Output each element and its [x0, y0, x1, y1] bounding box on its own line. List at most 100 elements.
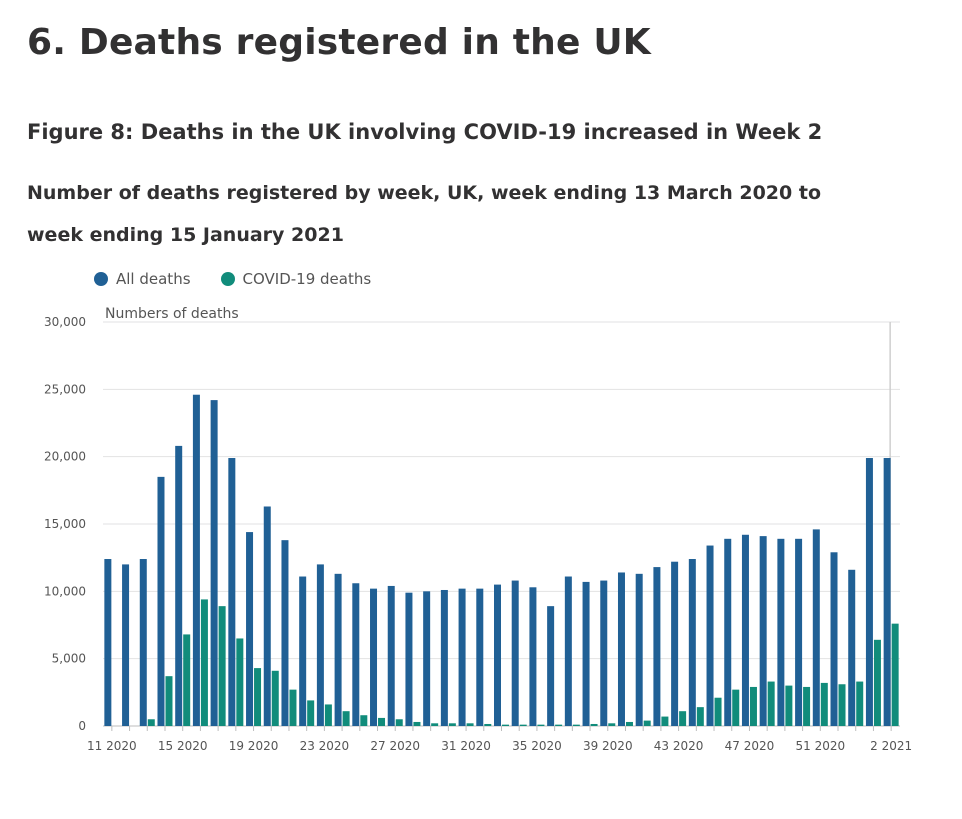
bar-all-deaths-40-2020[interactable]	[617, 572, 625, 726]
bar-covid-deaths-21-2020[interactable]	[289, 689, 297, 726]
bar-covid-deaths-30-2020[interactable]	[448, 723, 456, 726]
bar-covid-deaths-19-2020[interactable]	[254, 668, 262, 726]
bar-covid-deaths-53-2020[interactable]	[856, 681, 864, 726]
bar-all-deaths-22-2020[interactable]	[299, 576, 307, 726]
bar-covid-deaths-51-2020[interactable]	[820, 682, 828, 726]
bar-covid-deaths-13-2020[interactable]	[147, 719, 155, 726]
bar-all-deaths-19-2020[interactable]	[246, 532, 254, 726]
x-tick-label: 35 2020	[512, 739, 562, 753]
bar-covid-deaths-47-2020[interactable]	[749, 686, 757, 726]
x-axis-ticks: 11 2020 15 2020 19 2020 23 2020 27 2020 31 20…	[87, 726, 912, 753]
bar-all-deaths-21-2020[interactable]	[281, 540, 289, 726]
bar-all-deaths-50-2020[interactable]	[795, 538, 803, 726]
bar-all-deaths-18-2020[interactable]	[228, 458, 236, 726]
x-tick-label: 47 2020	[725, 739, 775, 753]
bar-covid-deaths-29-2020[interactable]	[431, 723, 439, 726]
bar-all-deaths-25-2020[interactable]	[352, 583, 360, 726]
bar-covid-deaths-24-2020[interactable]	[342, 711, 350, 726]
bar-covid-deaths-25-2020[interactable]	[360, 715, 368, 726]
bar-all-deaths-35-2020[interactable]	[529, 587, 537, 726]
bar-covid-deaths-18-2020[interactable]	[236, 638, 244, 726]
bar-covid-deaths-20-2020[interactable]	[271, 670, 279, 726]
bar-covid-deaths-43-2020[interactable]	[679, 711, 687, 726]
bar-all-deaths-28-2020[interactable]	[405, 592, 413, 726]
x-tick-label: 11 2020	[87, 739, 137, 753]
bar-covid-deaths-52-2020[interactable]	[838, 684, 846, 726]
bar-all-deaths-38-2020[interactable]	[582, 581, 590, 726]
bar-all-deaths-49-2020[interactable]	[777, 538, 785, 726]
bar-all-deaths-12-2020[interactable]	[122, 564, 130, 726]
bar-all-deaths-14-2020[interactable]	[157, 476, 165, 726]
bar-covid-deaths-17-2020[interactable]	[218, 606, 226, 726]
bar-covid-deaths-14-2020[interactable]	[165, 676, 173, 726]
bar-all-deaths-53-2020[interactable]	[848, 569, 856, 726]
bar-covid-deaths-49-2020[interactable]	[785, 685, 793, 726]
bar-covid-deaths-31-2020[interactable]	[466, 723, 474, 726]
bar-all-deaths-27-2020[interactable]	[387, 585, 395, 726]
bar-all-deaths-48-2020[interactable]	[759, 536, 767, 726]
bar-covid-deaths-32-2020[interactable]	[484, 723, 492, 726]
bar-covid-deaths-39-2020[interactable]	[608, 723, 616, 726]
bar-all-deaths-1-2021[interactable]	[865, 458, 873, 726]
legend-item-all-deaths[interactable]: All deaths	[94, 270, 191, 288]
bar-all-deaths-24-2020[interactable]	[334, 573, 342, 726]
bar-all-deaths-17-2020[interactable]	[210, 400, 218, 726]
bar-all-deaths-43-2020[interactable]	[671, 561, 679, 726]
bar-all-deaths-45-2020[interactable]	[706, 545, 714, 726]
bar-all-deaths-30-2020[interactable]	[440, 589, 448, 726]
bar-all-deaths-26-2020[interactable]	[370, 588, 378, 726]
bar-all-deaths-47-2020[interactable]	[741, 534, 749, 726]
bar-all-deaths-2-2021[interactable]	[883, 458, 891, 726]
bar-covid-deaths-27-2020[interactable]	[395, 719, 403, 726]
chart-legend: All deaths COVID-19 deaths	[94, 270, 371, 288]
bar-covid-deaths-37-2020[interactable]	[572, 724, 580, 726]
bar-covid-deaths-38-2020[interactable]	[590, 723, 598, 726]
bar-all-deaths-37-2020[interactable]	[564, 576, 572, 726]
bar-covid-deaths-48-2020[interactable]	[767, 681, 775, 726]
bar-all-deaths-52-2020[interactable]	[830, 552, 838, 726]
bar-covid-deaths-16-2020[interactable]	[200, 599, 208, 726]
bar-all-deaths-42-2020[interactable]	[653, 567, 661, 726]
bar-all-deaths-15-2020[interactable]	[175, 445, 183, 726]
bar-covid-deaths-41-2020[interactable]	[643, 720, 651, 726]
bar-covid-deaths-42-2020[interactable]	[661, 716, 669, 726]
bar-covid-deaths-22-2020[interactable]	[307, 700, 315, 726]
bar-covid-deaths-23-2020[interactable]	[324, 704, 332, 726]
bar-all-deaths-32-2020[interactable]	[476, 588, 484, 726]
bar-all-deaths-29-2020[interactable]	[423, 591, 431, 726]
y-tick-label: 20,000	[44, 450, 86, 464]
bar-all-deaths-31-2020[interactable]	[458, 588, 466, 726]
bar-covid-deaths-28-2020[interactable]	[413, 721, 421, 726]
bar-covid-deaths-15-2020[interactable]	[183, 634, 191, 726]
legend-item-covid-deaths[interactable]: COVID-19 deaths	[220, 270, 371, 288]
bar-all-deaths-44-2020[interactable]	[688, 559, 696, 726]
bar-covid-deaths-1-2021[interactable]	[873, 639, 881, 726]
bar-covid-deaths-40-2020[interactable]	[625, 721, 633, 726]
bar-covid-deaths-34-2020[interactable]	[519, 724, 527, 726]
x-tick-label: 2 2021	[870, 739, 912, 753]
bar-all-deaths-20-2020[interactable]	[263, 506, 271, 726]
bar-covid-deaths-50-2020[interactable]	[803, 686, 811, 726]
x-tick-label: 31 2020	[441, 739, 491, 753]
y-tick-label: 15,000	[44, 517, 86, 531]
bar-covid-deaths-36-2020[interactable]	[555, 724, 563, 726]
bar-all-deaths-39-2020[interactable]	[600, 580, 608, 726]
bar-covid-deaths-26-2020[interactable]	[378, 717, 386, 726]
bar-all-deaths-46-2020[interactable]	[724, 538, 732, 726]
bar-all-deaths-36-2020[interactable]	[547, 606, 555, 726]
bar-covid-deaths-35-2020[interactable]	[537, 724, 545, 726]
bar-all-deaths-34-2020[interactable]	[511, 580, 519, 726]
bar-all-deaths-16-2020[interactable]	[192, 394, 200, 726]
bar-all-deaths-11-2020[interactable]	[104, 559, 112, 726]
bar-all-deaths-23-2020[interactable]	[316, 564, 324, 726]
bar-all-deaths-13-2020[interactable]	[139, 559, 147, 726]
bar-covid-deaths-46-2020[interactable]	[732, 689, 740, 726]
x-tick-label: 23 2020	[300, 739, 350, 753]
bar-covid-deaths-45-2020[interactable]	[714, 697, 722, 726]
bar-all-deaths-51-2020[interactable]	[812, 529, 820, 726]
bar-covid-deaths-44-2020[interactable]	[696, 707, 704, 726]
bar-all-deaths-41-2020[interactable]	[635, 573, 643, 726]
bar-all-deaths-33-2020[interactable]	[494, 584, 501, 726]
bar-covid-deaths-33-2020[interactable]	[502, 724, 509, 726]
bar-covid-deaths-2-2021[interactable]	[891, 623, 899, 726]
